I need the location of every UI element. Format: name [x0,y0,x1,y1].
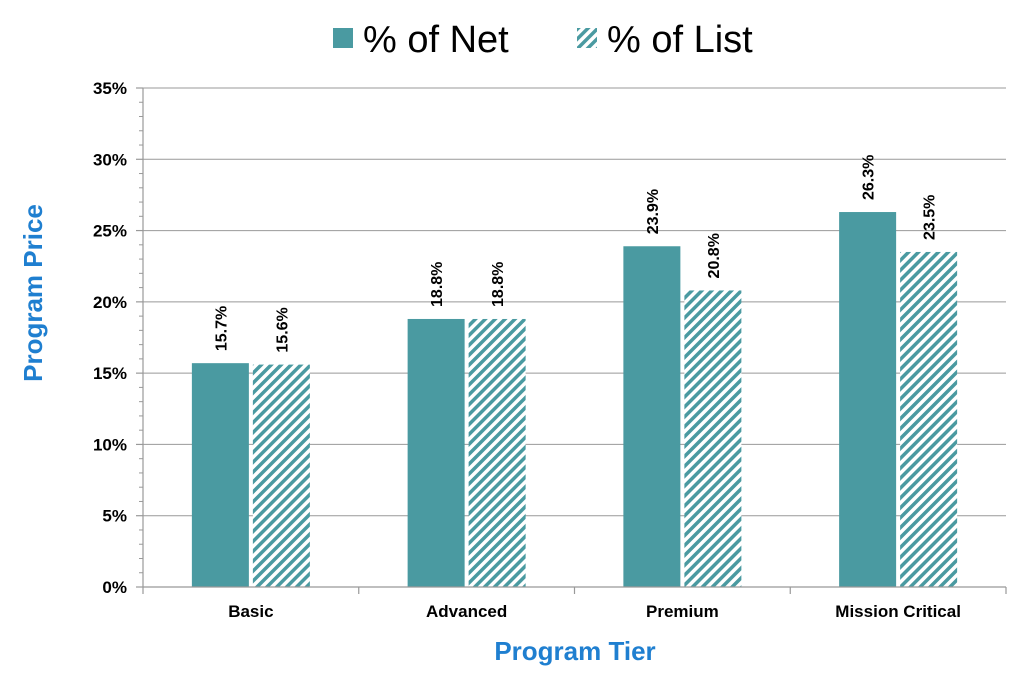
y-tick-label: 0% [102,578,127,597]
bar-list [684,290,742,587]
data-label-net: 26.3% [861,155,878,200]
x-tick-label: Advanced [426,602,507,621]
legend-label-list: % of List [607,19,753,61]
legend-swatch-list [577,28,597,48]
legend-label-net: % of Net [363,19,509,61]
bar-net [407,318,465,587]
bar-list [468,318,526,587]
y-axis-title: Program Price [18,204,48,382]
y-tick-label: 30% [93,150,127,169]
legend: % of Net % of List [333,19,753,61]
bar-net [623,246,681,588]
y-tick-label: 10% [93,435,127,454]
data-label-list: 20.8% [706,233,723,278]
data-label-list: 18.8% [490,262,507,307]
x-axis-title: Program Tier [494,636,655,666]
data-label-net: 18.8% [429,262,446,307]
bar-net [839,212,897,587]
bar-list [900,251,958,587]
data-label-list: 15.6% [274,307,291,352]
x-axis-ticks: Basic Advanced Premium Mission Critical [142,587,1007,621]
y-tick-label: 20% [93,293,127,312]
y-tick-label: 5% [102,507,127,526]
y-tick-label: 25% [93,222,127,241]
data-label-net: 23.9% [645,189,662,234]
bar-list [252,364,310,587]
bars [191,212,958,588]
bar-net [191,363,249,587]
y-tick-label: 15% [93,364,127,383]
x-tick-label: Basic [228,602,273,621]
legend-swatch-net [333,28,353,48]
data-labels: 15.7% 15.6% 18.8% 18.8% 23.9% 20.8% 26.3% 23.5% [213,155,938,353]
x-tick-label: Premium [646,602,719,621]
data-label-net: 15.7% [213,306,230,351]
y-axis-ticks: 0% 5% 10% 15% 20% 25% 30% 35% [93,79,143,597]
data-label-list: 23.5% [922,195,939,240]
y-tick-label: 35% [93,79,127,98]
x-tick-label: Mission Critical [835,602,961,621]
